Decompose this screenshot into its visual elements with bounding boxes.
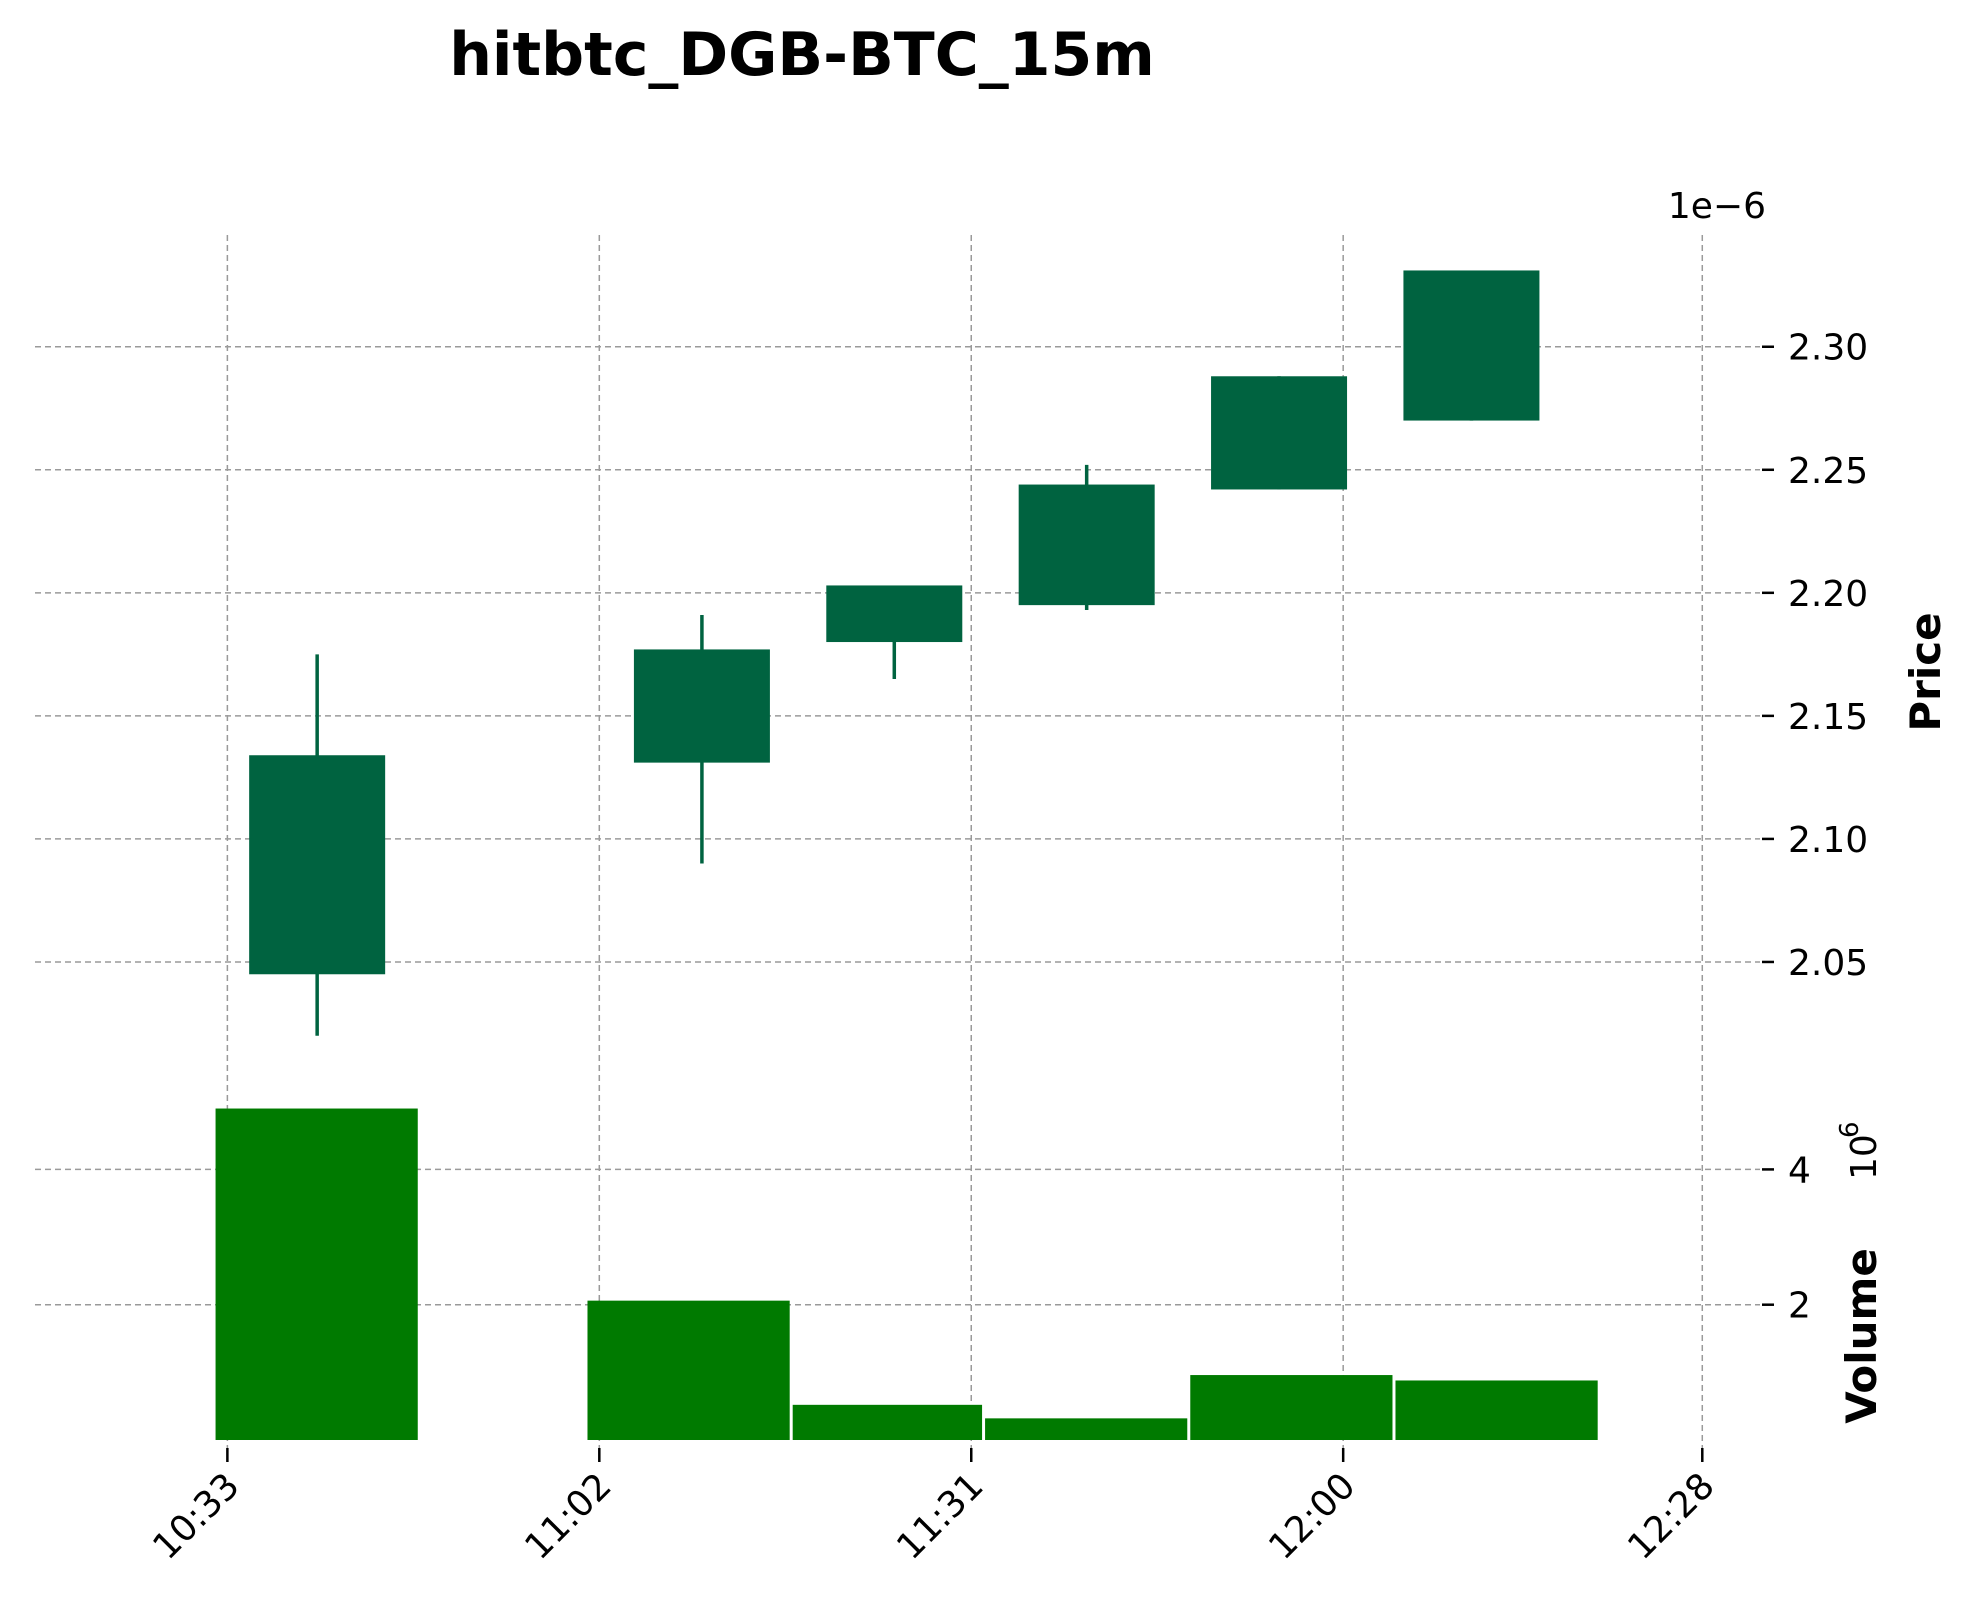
volume-bars (215, 1108, 1598, 1440)
time-tick-label: 11:02 (517, 1465, 619, 1567)
price-tick-label: 2.25 (1788, 451, 1868, 492)
price-tick-label: 2.10 (1788, 820, 1868, 861)
price-axis-ticks: 2.05 2.10 2.15 2.20 2.25 2.30 (1762, 328, 1868, 984)
candle-body (826, 585, 963, 643)
volume-bar (985, 1418, 1188, 1440)
volume-multiplier-label: 10 6 (1835, 1121, 1885, 1180)
volume-bar (1190, 1375, 1393, 1440)
time-axis-ticks: 10:33 11:02 11:31 12:00 12:28 (145, 1448, 1723, 1568)
volume-bar (215, 1108, 418, 1440)
candle-body (633, 649, 770, 763)
candles (249, 270, 1540, 1036)
volume-multiplier-base: 10 (1844, 1134, 1885, 1180)
volume-tick-label: 2 (1788, 1286, 1811, 1327)
time-tick-label: 11:31 (889, 1465, 991, 1567)
volume-multiplier-exponent: 6 (1835, 1121, 1865, 1138)
volume-tick-label: 4 (1788, 1150, 1811, 1191)
candle-body (249, 755, 386, 975)
price-tick-label: 2.05 (1788, 943, 1868, 984)
time-tick-label: 12:00 (1261, 1465, 1363, 1567)
time-tick-label: 12:28 (1620, 1465, 1722, 1567)
volume-axis-ticks: 24 (1762, 1150, 1811, 1327)
candle-body (1018, 484, 1155, 606)
volume-bar (1395, 1380, 1598, 1440)
volume-bar (587, 1300, 790, 1440)
time-tick-label: 10:33 (145, 1465, 247, 1567)
price-tick-label: 2.30 (1788, 328, 1868, 369)
price-tick-label: 2.20 (1788, 574, 1868, 615)
price-axis-label: Price (1901, 612, 1950, 731)
chart-title: hitbtc_DGB-BTC_15m (449, 20, 1155, 90)
volume-gridlines (35, 1168, 1760, 1306)
candle-body (1403, 270, 1540, 421)
price-tick-label: 2.15 (1788, 697, 1868, 738)
volume-bar (792, 1404, 983, 1440)
volume-axis-label: Volume (1837, 1248, 1886, 1424)
candle-body (1211, 376, 1348, 490)
price-multiplier-label: 1e−6 (1668, 186, 1766, 227)
